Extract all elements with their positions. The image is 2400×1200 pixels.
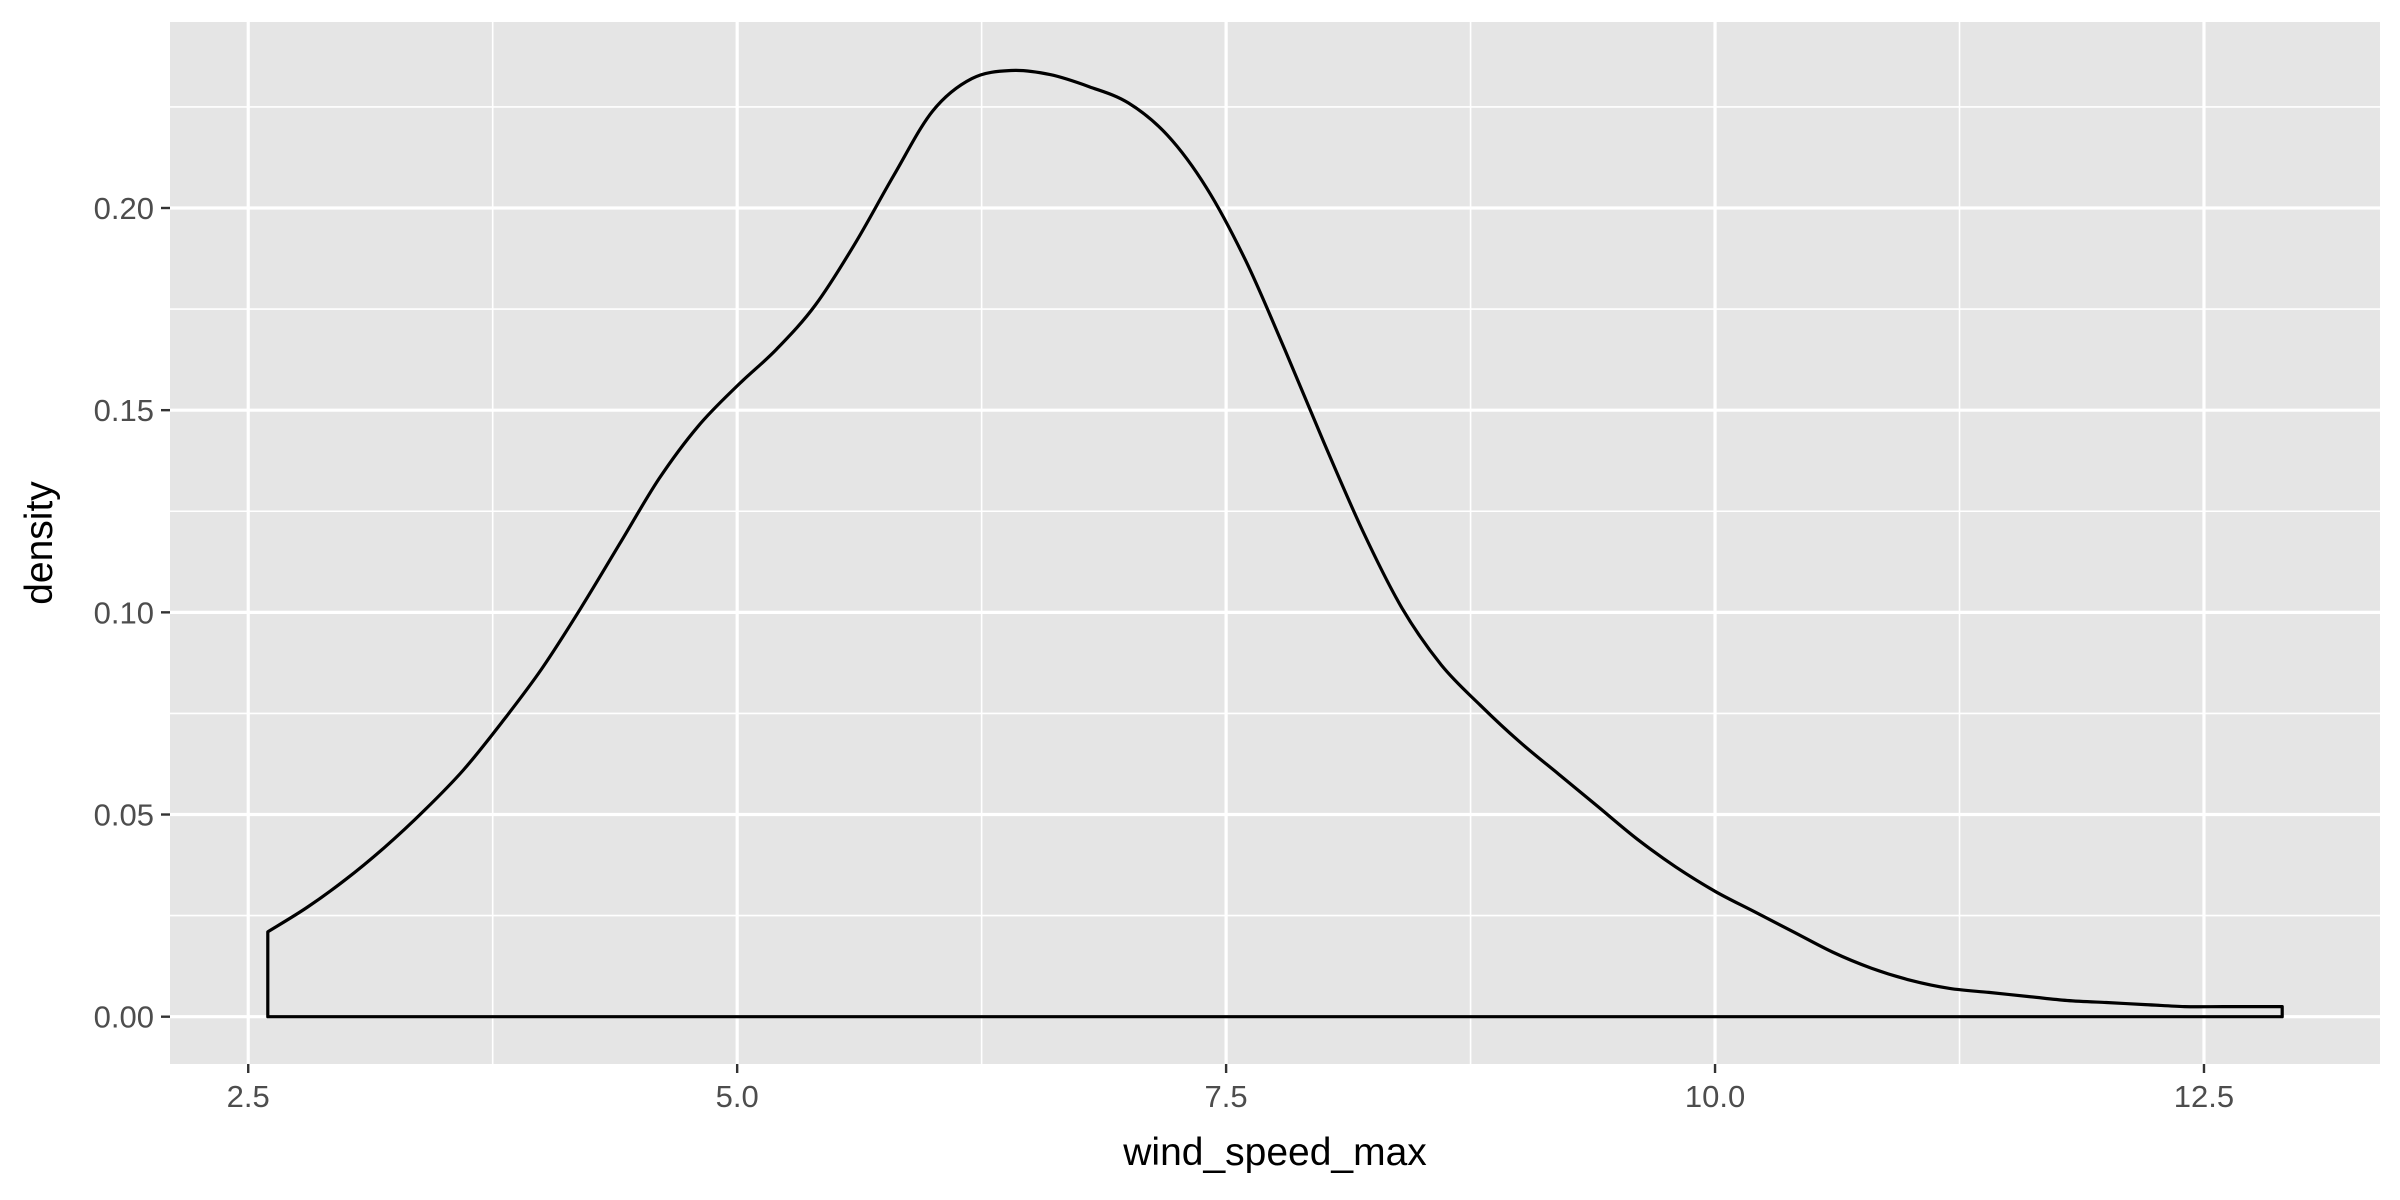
y-tick-label: 0.10 [94,595,154,630]
y-tick-label: 0.00 [94,1000,154,1035]
y-tick-label: 0.15 [94,393,154,428]
y-tick-label: 0.05 [94,798,154,833]
x-tick-label: 10.0 [1685,1079,1745,1114]
x-tick-label: 5.0 [716,1079,759,1114]
y-tick-label: 0.20 [94,191,154,226]
grid-minor [170,22,2380,1064]
density-curve [266,68,2284,1019]
panel-background [170,22,2380,1064]
x-axis-title: wind_speed_max [1122,1131,1427,1174]
x-axis: 2.5 5.0 7.5 10.0 12.5 [227,1064,2234,1114]
x-tick-label: 12.5 [2174,1079,2234,1114]
y-axis-title: density [18,481,61,605]
x-tick-label: 7.5 [1205,1079,1248,1114]
x-tick-label: 2.5 [227,1079,270,1114]
y-axis: 0.00 0.05 0.10 0.15 0.20 [94,191,170,1035]
